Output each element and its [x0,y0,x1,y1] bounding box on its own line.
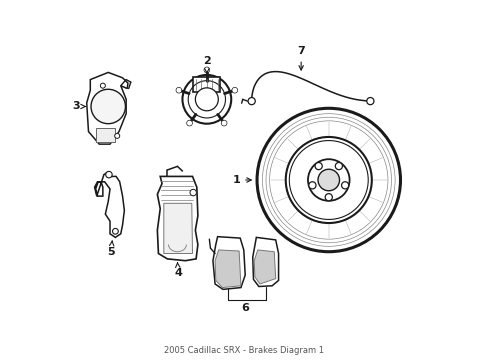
Text: 3: 3 [72,102,85,112]
Text: 1: 1 [232,175,251,185]
Circle shape [366,98,373,105]
Circle shape [190,189,196,196]
Circle shape [341,182,348,189]
Circle shape [317,169,339,191]
Circle shape [285,137,371,223]
Circle shape [257,108,400,252]
Circle shape [314,162,322,170]
Polygon shape [254,250,275,284]
Text: 5: 5 [107,241,115,257]
Polygon shape [215,250,241,288]
Circle shape [203,67,209,73]
Text: 4: 4 [174,262,182,278]
Circle shape [115,134,120,138]
Text: 7: 7 [297,46,305,70]
Circle shape [308,182,315,189]
Text: 2005 Cadillac SRX - Brakes Diagram 1: 2005 Cadillac SRX - Brakes Diagram 1 [164,346,324,355]
Polygon shape [86,72,128,144]
Circle shape [176,87,182,93]
Circle shape [325,194,332,201]
Circle shape [186,120,192,126]
Circle shape [307,159,349,201]
Polygon shape [163,203,192,253]
Circle shape [221,120,226,126]
Circle shape [112,228,118,234]
Circle shape [182,75,231,124]
Polygon shape [252,237,278,287]
Circle shape [335,162,342,170]
Circle shape [247,98,255,105]
Text: 2: 2 [203,56,210,73]
Text: 6: 6 [241,303,249,313]
Circle shape [100,83,105,88]
Circle shape [231,87,237,93]
Circle shape [91,89,125,124]
Polygon shape [96,128,115,142]
Polygon shape [193,77,220,92]
Circle shape [195,88,218,111]
Circle shape [105,171,112,178]
Polygon shape [94,172,124,237]
Polygon shape [212,237,244,289]
Polygon shape [157,176,198,261]
